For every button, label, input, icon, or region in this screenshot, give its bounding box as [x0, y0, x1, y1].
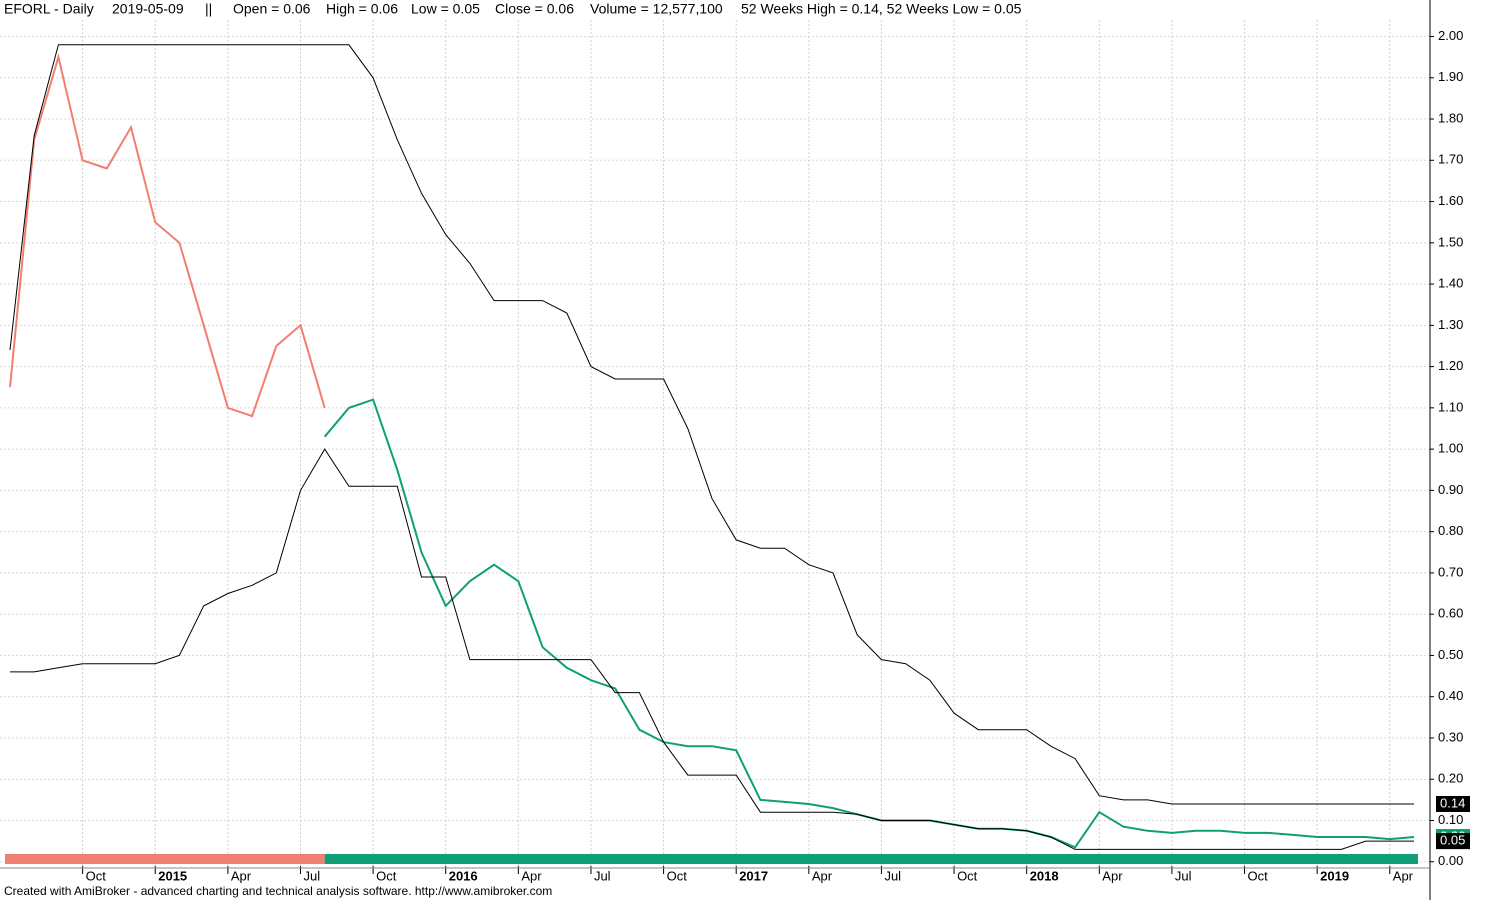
x-tick-label: Oct: [86, 868, 107, 883]
y-tick-label: 0.70: [1438, 564, 1463, 579]
y-tick-label: 0.30: [1438, 729, 1463, 744]
x-tick-label: Apr: [1393, 868, 1414, 883]
ribbon: [324, 854, 1418, 864]
x-tick-label: Oct: [667, 868, 688, 883]
x-tick-label: Oct: [957, 868, 978, 883]
y-tick-label: 1.60: [1438, 193, 1463, 208]
x-tick-label: Oct: [376, 868, 397, 883]
x-tick-label: Oct: [1248, 868, 1269, 883]
x-tick-label: 2015: [158, 868, 187, 883]
x-tick-label: Jul: [884, 868, 901, 883]
y-tick-label: 2.00: [1438, 28, 1463, 43]
y-tick-label: 0.00: [1438, 853, 1463, 868]
y-tick-label: 0.60: [1438, 606, 1463, 621]
x-tick-label: 2017: [739, 868, 768, 883]
series-line: [9, 53, 326, 418]
last-value-box: [1436, 833, 1470, 850]
y-tick-label: 0.90: [1438, 482, 1463, 497]
x-tick-label: 2019: [1320, 868, 1349, 883]
header-info: Low = 0.05: [411, 1, 480, 17]
y-tick-label: 1.70: [1438, 152, 1463, 167]
header-info: Volume = 12,577,100: [590, 1, 723, 17]
credit: Created with AmiBroker - advanced charti…: [4, 884, 552, 898]
last-value-label: 0.05: [1440, 833, 1465, 848]
header-info: 52 Weeks High = 0.14, 52 Weeks Low = 0.0…: [741, 1, 1022, 17]
y-tick-label: 0.80: [1438, 523, 1463, 538]
y-tick-label: 1.90: [1438, 69, 1463, 84]
header-info: Open = 0.06: [233, 1, 311, 17]
y-tick-label: 1.20: [1438, 358, 1463, 373]
y-tick-label: 0.20: [1438, 771, 1463, 786]
x-tick-label: Jul: [594, 868, 611, 883]
x-tick-label: Apr: [812, 868, 833, 883]
x-tick-label: 2016: [449, 868, 478, 883]
y-tick-label: 0.50: [1438, 647, 1463, 662]
x-tick-label: Apr: [231, 868, 252, 883]
chart-title: EFORL - Daily: [4, 1, 94, 17]
y-tick-label: 1.50: [1438, 234, 1463, 249]
header-info: ||: [205, 1, 212, 17]
chart-date: 2019-05-09: [112, 1, 184, 17]
y-tick-label: 0.10: [1438, 812, 1463, 827]
last-value-label: 0.14: [1440, 795, 1465, 810]
y-tick-label: 1.00: [1438, 441, 1463, 456]
y-tick-label: 0.40: [1438, 688, 1463, 703]
ribbon: [5, 854, 325, 864]
y-tick-label: 1.80: [1438, 110, 1463, 125]
x-tick-label: Jul: [1175, 868, 1192, 883]
x-tick-label: Apr: [1102, 868, 1123, 883]
x-tick-label: 2018: [1030, 868, 1059, 883]
header-info: Close = 0.06: [495, 1, 574, 17]
series-line: [10, 448, 1414, 850]
x-tick-label: Apr: [521, 868, 542, 883]
last-value-box: [1436, 795, 1470, 812]
y-tick-label: 1.30: [1438, 317, 1463, 332]
y-tick-label: 1.40: [1438, 276, 1463, 291]
series-line: [9, 44, 1414, 805]
y-tick-label: 1.10: [1438, 399, 1463, 414]
header-info: High = 0.06: [326, 1, 398, 17]
x-tick-label: Jul: [303, 868, 320, 883]
